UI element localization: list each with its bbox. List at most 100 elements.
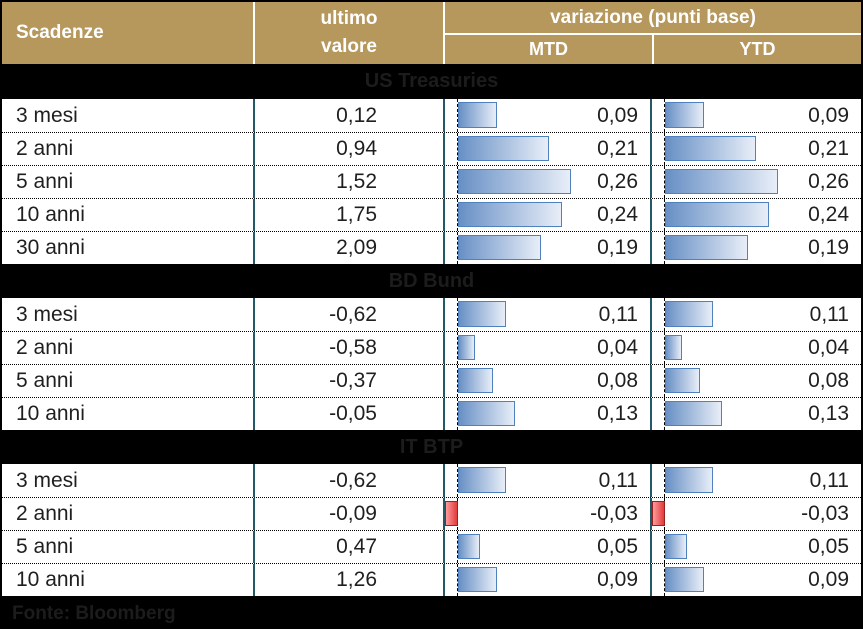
ytd-bar-cell: 0,08 bbox=[650, 365, 861, 397]
table-row: 3 mesi -0,62 0,11 0,11 bbox=[2, 464, 861, 497]
mtd-bar-cell: 0,08 bbox=[443, 365, 650, 397]
zero-axis-line bbox=[457, 232, 458, 264]
mtd-value: 0,09 bbox=[597, 103, 638, 127]
ultimo-valore-cell: 0,47 bbox=[253, 531, 443, 563]
ytd-data-bar bbox=[665, 567, 704, 592]
ultimo-valore-cell: -0,09 bbox=[253, 498, 443, 530]
mtd-bar-cell: 0,24 bbox=[443, 199, 650, 231]
ultimo-valore-cell: -0,62 bbox=[253, 464, 443, 497]
zero-axis-line bbox=[457, 166, 458, 198]
ytd-bar-cell: 0,09 bbox=[650, 564, 861, 596]
zero-axis-line bbox=[457, 298, 458, 331]
ytd-data-bar bbox=[665, 368, 700, 393]
ytd-data-bar bbox=[665, 467, 713, 493]
zero-axis-line bbox=[664, 166, 665, 198]
mtd-data-bar bbox=[458, 335, 475, 360]
zero-axis-line bbox=[457, 133, 458, 165]
ytd-bar-cell: 0,04 bbox=[650, 332, 861, 364]
zero-axis-line bbox=[457, 564, 458, 596]
zero-axis-line bbox=[457, 99, 458, 132]
table-row: 5 anni -0,37 0,08 0,08 bbox=[2, 364, 861, 397]
ytd-value: 0,24 bbox=[808, 203, 849, 226]
ytd-value: 0,26 bbox=[808, 170, 849, 193]
ytd-value: 0,08 bbox=[808, 369, 849, 392]
table-row: 2 anni 0,94 0,21 0,21 bbox=[2, 132, 861, 165]
table-row: 10 anni 1,26 0,09 0,09 bbox=[2, 563, 861, 596]
source-note: Fonte: Bloomberg bbox=[2, 596, 861, 629]
zero-axis-line bbox=[457, 464, 458, 497]
mtd-value: -0,03 bbox=[590, 502, 638, 525]
section-rows: 3 mesi -0,62 0,11 0,11 2 anni -0,58 0,04 0,04 5 … bbox=[2, 298, 861, 430]
column-header-scadenze: Scadenze bbox=[16, 22, 104, 43]
mtd-bar-cell: 0,05 bbox=[443, 531, 650, 563]
zero-axis-line bbox=[457, 398, 458, 430]
ytd-data-bar bbox=[665, 202, 769, 227]
mtd-value: 0,26 bbox=[597, 170, 638, 193]
ytd-data-bar bbox=[652, 501, 665, 526]
maturity-label: 10 anni bbox=[16, 568, 85, 591]
zero-axis-line bbox=[664, 365, 665, 397]
zero-axis-line bbox=[664, 298, 665, 331]
ytd-bar-cell: 0,11 bbox=[650, 464, 861, 497]
mtd-bar-cell: 0,19 bbox=[443, 232, 650, 264]
column-header-variazione: variazione (punti base) bbox=[550, 6, 756, 28]
ytd-bar-cell: 0,13 bbox=[650, 398, 861, 430]
zero-axis-line bbox=[457, 332, 458, 364]
ytd-bar-cell: 0,05 bbox=[650, 531, 861, 563]
ytd-bar-cell: 0,09 bbox=[650, 99, 861, 132]
mtd-bar-cell: 0,09 bbox=[443, 564, 650, 596]
mtd-data-bar bbox=[458, 102, 497, 128]
mtd-bar-cell: 0,21 bbox=[443, 133, 650, 165]
mtd-value: 0,11 bbox=[598, 468, 638, 492]
mtd-data-bar bbox=[458, 235, 541, 260]
mtd-bar-cell: 0,04 bbox=[443, 332, 650, 364]
section-header: US Treasuries bbox=[2, 64, 861, 99]
mtd-bar-cell: -0,03 bbox=[443, 498, 650, 530]
zero-axis-line bbox=[457, 531, 458, 563]
maturity-label: 10 anni bbox=[16, 203, 85, 226]
mtd-data-bar bbox=[458, 401, 515, 426]
mtd-data-bar bbox=[458, 567, 497, 592]
ytd-bar-cell: 0,19 bbox=[650, 232, 861, 264]
zero-axis-line bbox=[664, 99, 665, 132]
table-body: US Treasuries 3 mesi 0,12 0,09 0,09 2 anni 0,9… bbox=[2, 64, 861, 596]
ytd-value: 0,04 bbox=[808, 336, 849, 359]
section-header: IT BTP bbox=[2, 430, 861, 464]
mtd-value: 0,09 bbox=[597, 568, 638, 591]
ytd-value: 0,11 bbox=[809, 302, 849, 326]
ultimo-valore-cell: 2,09 bbox=[253, 232, 443, 264]
ytd-data-bar bbox=[665, 401, 722, 426]
mtd-data-bar bbox=[458, 202, 562, 227]
mtd-value: 0,04 bbox=[597, 336, 638, 359]
mtd-value: 0,21 bbox=[597, 137, 638, 160]
ultimo-valore-cell: 0,94 bbox=[253, 133, 443, 165]
table-row: 3 mesi 0,12 0,09 0,09 bbox=[2, 99, 861, 132]
ytd-bar-cell: 0,26 bbox=[650, 166, 861, 198]
mtd-bar-cell: 0,13 bbox=[443, 398, 650, 430]
ytd-bar-cell: 0,21 bbox=[650, 133, 861, 165]
mtd-bar-cell: 0,09 bbox=[443, 99, 650, 132]
mtd-value: 0,24 bbox=[597, 203, 638, 226]
mtd-value: 0,05 bbox=[597, 535, 638, 558]
ytd-bar-cell: 0,24 bbox=[650, 199, 861, 231]
zero-axis-line bbox=[664, 564, 665, 596]
column-header-valore: valore bbox=[321, 36, 377, 57]
mtd-data-bar bbox=[458, 301, 506, 327]
column-header-mtd: MTD bbox=[529, 39, 568, 59]
table-row: 3 mesi -0,62 0,11 0,11 bbox=[2, 298, 861, 331]
ytd-data-bar bbox=[665, 136, 756, 161]
ytd-value: 0,05 bbox=[808, 535, 849, 558]
maturity-label: 10 anni bbox=[16, 402, 85, 425]
table-row: 10 anni -0,05 0,13 0,13 bbox=[2, 397, 861, 430]
section-header: BD Bund bbox=[2, 264, 861, 298]
maturity-label: 5 anni bbox=[16, 170, 74, 193]
maturity-label: 2 anni bbox=[16, 336, 74, 359]
zero-axis-line bbox=[664, 464, 665, 497]
column-header-mtd-ytd-row: MTD YTD bbox=[445, 33, 861, 64]
mtd-value: 0,13 bbox=[597, 402, 638, 425]
mtd-data-bar bbox=[458, 534, 480, 559]
ultimo-valore-cell: 1,75 bbox=[253, 199, 443, 231]
mtd-data-bar bbox=[445, 501, 458, 526]
ultimo-valore-cell: -0,58 bbox=[253, 332, 443, 364]
